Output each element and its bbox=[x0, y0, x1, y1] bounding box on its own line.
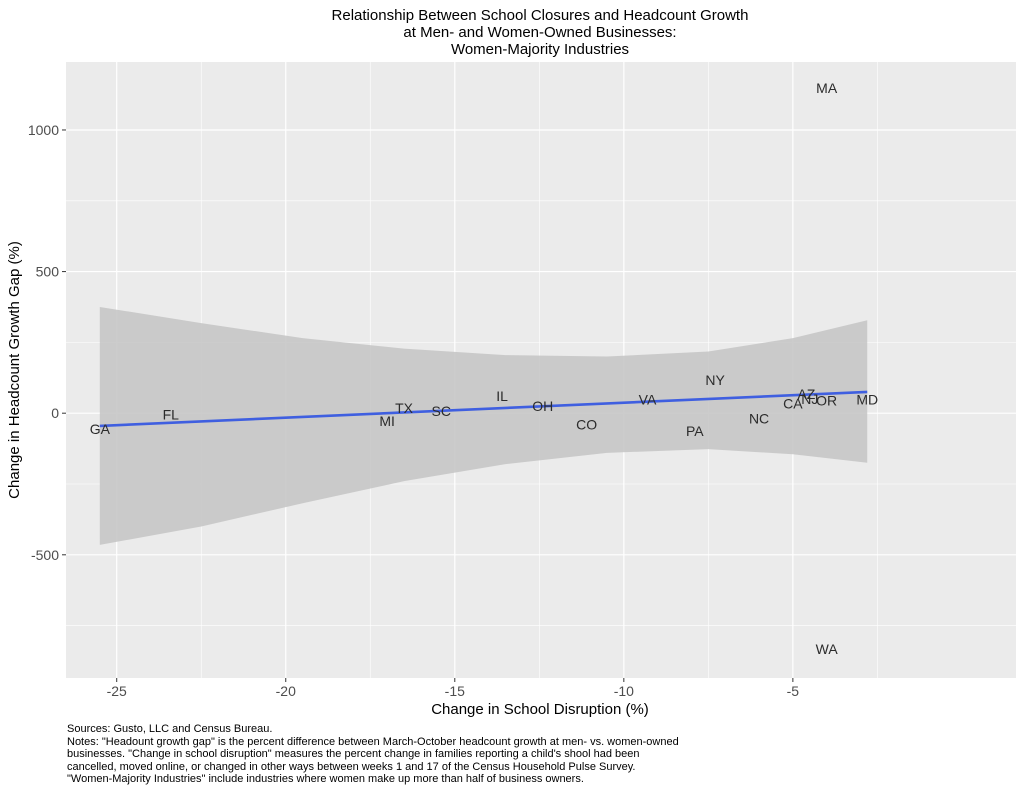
point-label-md: MD bbox=[856, 392, 878, 408]
y-tick-label: -500 bbox=[31, 547, 59, 563]
point-label-ga: GA bbox=[90, 421, 111, 437]
chart: Relationship Between School Closures and… bbox=[6, 7, 1016, 718]
note-line: cancelled, moved online, or changed in o… bbox=[67, 760, 636, 773]
chart-title-line-3: Women-Majority Industries bbox=[451, 41, 629, 58]
point-label-ca: CA bbox=[783, 395, 803, 411]
y-tick-label: 500 bbox=[36, 264, 60, 280]
point-label-co: CO bbox=[576, 417, 597, 433]
x-tick-label: -20 bbox=[276, 683, 296, 699]
x-tick-label: -10 bbox=[614, 683, 634, 699]
x-tick-label: -15 bbox=[445, 683, 465, 699]
y-tick-label: 1000 bbox=[28, 122, 59, 138]
note-line: "Women-Majority Industries" include indu… bbox=[67, 773, 584, 786]
point-label-ny: NY bbox=[705, 372, 725, 388]
fit-line bbox=[99, 390, 868, 428]
point-label-mi: MI bbox=[379, 413, 395, 429]
point-label-or: OR bbox=[816, 392, 837, 408]
y-axis-title: Change in Headcount Growth Gap (%) bbox=[6, 241, 23, 499]
point-label-wa: WA bbox=[816, 641, 839, 657]
point-label-tx: TX bbox=[395, 400, 414, 416]
point-label-pa: PA bbox=[686, 423, 704, 439]
point-label-nc: NC bbox=[749, 410, 769, 426]
source-note: Sources: Gusto, LLC and Census Bureau. bbox=[67, 723, 273, 735]
chart-notes: Sources: Gusto, LLC and Census Bureau. N… bbox=[67, 723, 767, 786]
point-label-ma: MA bbox=[816, 80, 838, 96]
x-tick-label: -25 bbox=[107, 683, 127, 699]
y-tick-label: 0 bbox=[51, 405, 59, 421]
x-tick-label: -5 bbox=[787, 683, 800, 699]
y-axis-ticks: -500 0 500 1000 bbox=[28, 122, 66, 563]
point-label-il: IL bbox=[496, 388, 508, 404]
chart-title-line-2: at Men- and Women-Owned Businesses: bbox=[403, 24, 676, 41]
point-label-sc: SC bbox=[432, 403, 451, 419]
point-label-fl: FL bbox=[163, 407, 180, 423]
point-label-nj: NJ bbox=[801, 391, 818, 407]
point-label-az: AZ bbox=[797, 386, 815, 402]
confidence-band bbox=[99, 306, 868, 545]
chart-title-line-1: Relationship Between School Closures and… bbox=[332, 7, 749, 24]
note-line: Notes: "Headount growth gap" is the perc… bbox=[67, 735, 679, 748]
x-axis-ticks: -25 -20 -15 -10 -5 bbox=[107, 678, 800, 699]
note-line: businesses. "Change in school disruption… bbox=[67, 748, 640, 761]
point-label-oh: OH bbox=[532, 398, 553, 414]
point-label-va: VA bbox=[639, 392, 657, 408]
x-axis-title: Change in School Disruption (%) bbox=[431, 701, 649, 718]
